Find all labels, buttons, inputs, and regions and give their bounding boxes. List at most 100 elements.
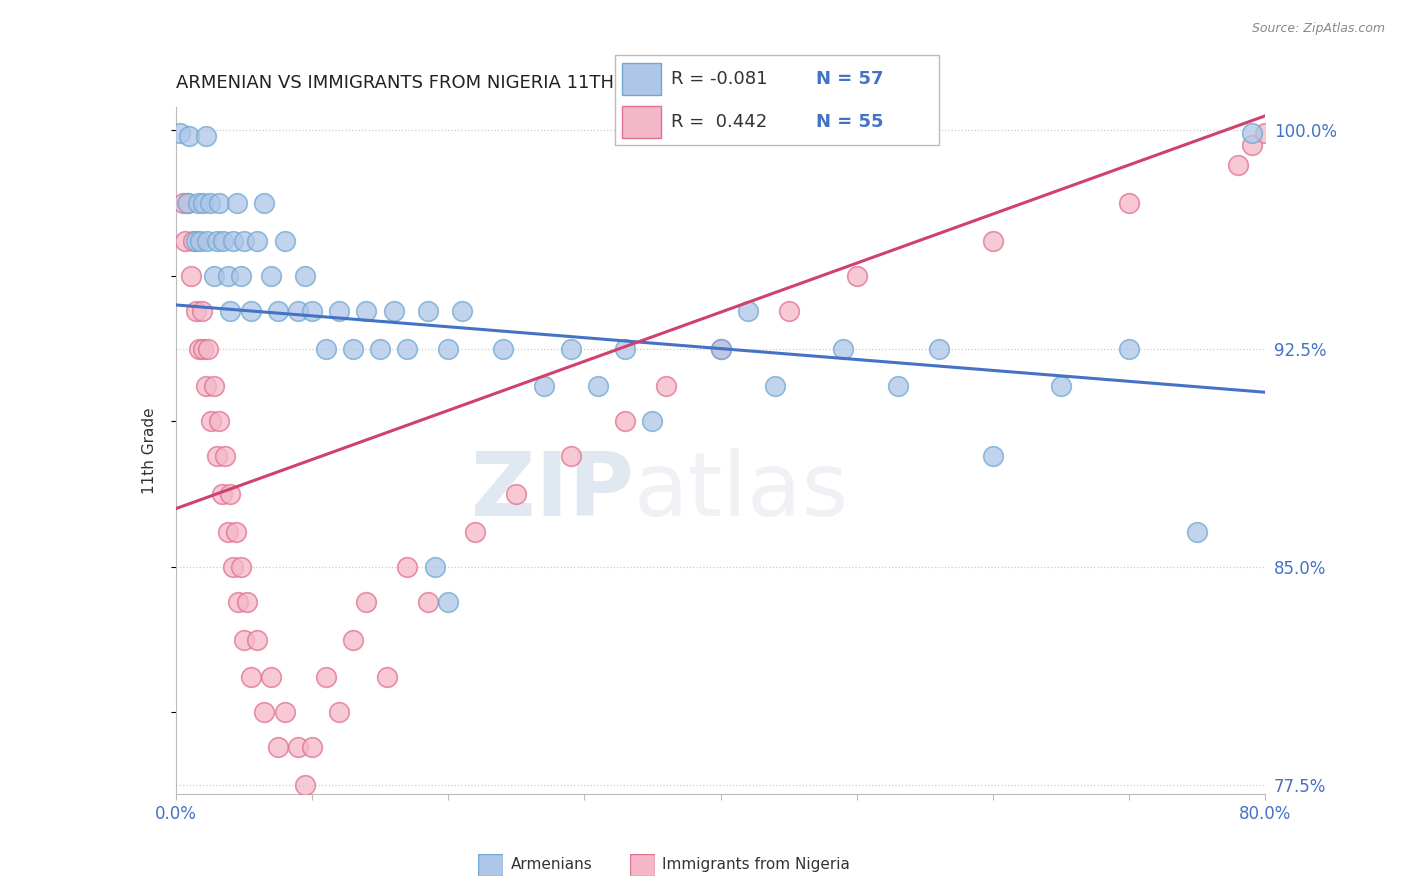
- Point: [260, 670, 283, 684]
- Point: [246, 234, 269, 248]
- Point: [202, 268, 225, 283]
- Point: [832, 342, 855, 356]
- Point: [217, 268, 239, 283]
- Point: [194, 129, 217, 144]
- Point: [231, 268, 253, 283]
- Point: [396, 342, 419, 356]
- Point: [301, 303, 323, 318]
- Text: Immigrants from Nigeria: Immigrants from Nigeria: [662, 857, 851, 872]
- Point: [886, 379, 908, 393]
- Point: [315, 670, 337, 684]
- Text: ARMENIAN VS IMMIGRANTS FROM NIGERIA 11TH GRADE CORRELATION CHART: ARMENIAN VS IMMIGRANTS FROM NIGERIA 11TH…: [176, 74, 883, 92]
- Point: [1240, 137, 1263, 152]
- Point: [737, 303, 759, 318]
- Point: [226, 196, 249, 211]
- Point: [177, 196, 200, 211]
- Point: [287, 740, 309, 755]
- Point: [356, 595, 378, 609]
- Point: [416, 303, 439, 318]
- Point: [222, 234, 245, 248]
- Point: [200, 414, 222, 428]
- Point: [450, 303, 472, 318]
- Point: [235, 595, 257, 609]
- Point: [187, 342, 209, 356]
- Text: Source: ZipAtlas.com: Source: ZipAtlas.com: [1251, 22, 1385, 36]
- Point: [174, 234, 197, 248]
- Point: [641, 414, 664, 428]
- Point: [232, 632, 254, 647]
- Point: [301, 740, 323, 755]
- Text: R =  0.442: R = 0.442: [671, 113, 768, 131]
- Point: [212, 234, 235, 248]
- Point: [274, 706, 297, 720]
- Point: [211, 487, 233, 501]
- Bar: [621, 106, 661, 138]
- Point: [655, 379, 678, 393]
- Point: [205, 450, 228, 464]
- Point: [437, 595, 460, 609]
- Point: [328, 706, 350, 720]
- Point: [202, 379, 225, 393]
- Point: [375, 670, 398, 684]
- Point: [778, 303, 800, 318]
- Point: [253, 706, 276, 720]
- Point: [219, 303, 242, 318]
- Point: [225, 524, 247, 539]
- Point: [194, 379, 217, 393]
- Point: [231, 560, 253, 574]
- Point: [437, 342, 460, 356]
- Point: [246, 632, 269, 647]
- Point: [560, 450, 582, 464]
- Text: Armenians: Armenians: [510, 857, 592, 872]
- Point: [315, 342, 337, 356]
- Point: [342, 632, 364, 647]
- Point: [560, 342, 582, 356]
- Point: [180, 268, 202, 283]
- Point: [222, 560, 245, 574]
- Point: [1118, 342, 1140, 356]
- Point: [253, 196, 276, 211]
- Text: atlas: atlas: [633, 448, 849, 535]
- Point: [232, 234, 254, 248]
- Text: N = 55: N = 55: [817, 113, 884, 131]
- Point: [1254, 126, 1277, 140]
- Point: [260, 268, 283, 283]
- Point: [169, 126, 191, 140]
- Point: [416, 595, 439, 609]
- Y-axis label: 11th Grade: 11th Grade: [142, 407, 157, 494]
- Point: [368, 342, 391, 356]
- Point: [294, 778, 316, 792]
- Point: [1240, 126, 1263, 140]
- Bar: [621, 63, 661, 95]
- Point: [710, 342, 733, 356]
- Point: [186, 234, 208, 248]
- Point: [981, 234, 1004, 248]
- Point: [1118, 196, 1140, 211]
- Point: [217, 524, 239, 539]
- Point: [981, 450, 1004, 464]
- Point: [183, 234, 205, 248]
- Point: [586, 379, 609, 393]
- Point: [191, 342, 214, 356]
- Point: [176, 196, 198, 211]
- FancyBboxPatch shape: [614, 55, 939, 145]
- Point: [267, 740, 290, 755]
- Point: [190, 303, 212, 318]
- Point: [219, 487, 242, 501]
- Point: [763, 379, 786, 393]
- Point: [294, 268, 316, 283]
- Point: [205, 234, 228, 248]
- Point: [396, 560, 419, 574]
- Text: ZIP: ZIP: [471, 448, 633, 535]
- Point: [186, 303, 208, 318]
- Point: [382, 303, 405, 318]
- Point: [172, 196, 194, 211]
- Point: [267, 303, 290, 318]
- Point: [1187, 524, 1209, 539]
- Text: R = -0.081: R = -0.081: [671, 70, 768, 87]
- Point: [928, 342, 950, 356]
- Point: [328, 303, 350, 318]
- Point: [464, 524, 486, 539]
- Point: [1050, 379, 1073, 393]
- Point: [614, 414, 637, 428]
